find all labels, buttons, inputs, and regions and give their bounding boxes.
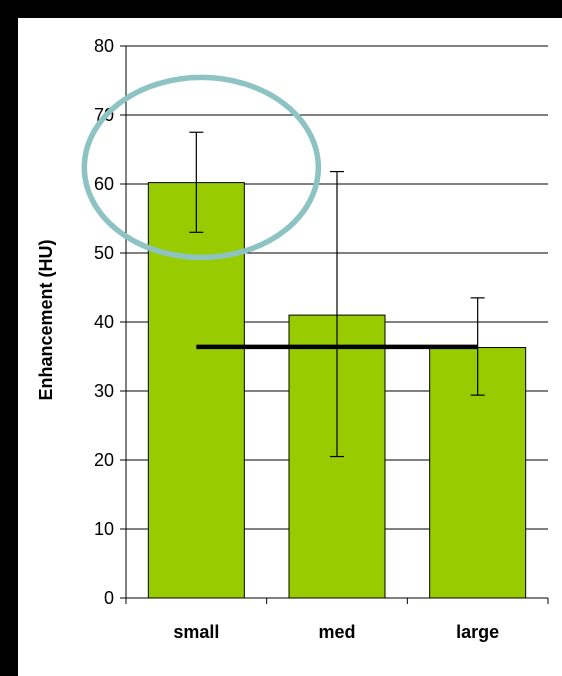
y-tick-label-0: 0 (104, 588, 114, 608)
overlays (81, 74, 478, 350)
error-bar-med (330, 170, 344, 458)
axes (120, 45, 549, 604)
y-tick-label-10: 10 (94, 519, 114, 539)
y-tick-label-80: 80 (94, 36, 114, 56)
x-tick-labels: small med large (173, 622, 499, 642)
x-tick-label-med: med (318, 622, 355, 642)
y-tick-label-20: 20 (94, 450, 114, 470)
y-tick-label-30: 30 (94, 381, 114, 401)
error-bar-small (189, 131, 204, 233)
x-tick-label-small: small (173, 622, 219, 642)
bars (147, 182, 527, 599)
y-tick-label-60: 60 (94, 174, 114, 194)
bar-small (147, 182, 245, 599)
highlight-ellipse (81, 74, 322, 261)
y-axis-title: Enhancement (HU) (36, 239, 56, 400)
x-tick-label-large: large (456, 622, 499, 642)
y-tick-label-40: 40 (94, 312, 114, 332)
y-tick-label-50: 50 (94, 243, 114, 263)
